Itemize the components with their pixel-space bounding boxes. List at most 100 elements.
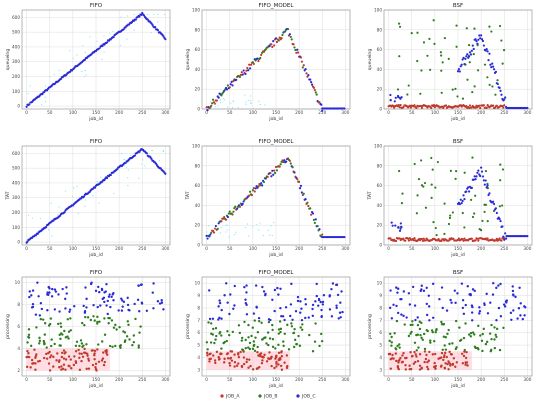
data-point — [460, 338, 463, 342]
data-point — [314, 91, 317, 94]
data-point — [451, 211, 454, 214]
data-point — [485, 47, 488, 51]
data-point — [321, 233, 324, 236]
x-tick-label: 200 — [295, 110, 303, 115]
data-point — [25, 105, 28, 108]
data-point — [259, 103, 261, 106]
data-point — [285, 160, 288, 163]
data-point — [74, 350, 78, 353]
data-point — [133, 13, 135, 16]
data-point — [313, 221, 316, 224]
x-tick-label: 300 — [523, 246, 531, 251]
data-point — [426, 365, 429, 369]
data-point — [50, 202, 52, 204]
data-point — [451, 88, 454, 91]
data-point — [409, 106, 412, 109]
data-point — [209, 101, 211, 103]
y-tick-label: 4 — [197, 355, 200, 360]
data-point — [492, 200, 495, 203]
data-point — [468, 55, 471, 58]
x-tick-label: 0 — [25, 246, 28, 251]
data-point — [443, 367, 447, 370]
chart-panel-7: FIFO 0 50 100 150 200 250 300 2 4 6 8 10 job_id proces… — [5, 270, 171, 389]
data-point — [233, 353, 236, 356]
data-point — [222, 217, 225, 220]
data-point — [473, 333, 476, 336]
data-point — [107, 295, 111, 298]
data-point — [429, 341, 432, 344]
data-point — [432, 221, 435, 224]
data-point — [416, 31, 419, 34]
data-point — [77, 212, 80, 215]
data-point — [389, 289, 392, 292]
data-point — [454, 87, 457, 91]
data-point — [312, 86, 316, 89]
data-point — [241, 348, 244, 351]
data-point — [107, 316, 110, 320]
data-point — [440, 286, 444, 289]
data-point — [127, 323, 130, 327]
data-point — [478, 104, 481, 107]
data-point — [30, 294, 33, 297]
data-point — [206, 231, 208, 233]
x-tick-label: 50 — [409, 246, 415, 251]
y-tick-label: 100 — [374, 8, 382, 13]
data-point — [418, 353, 422, 356]
data-point — [420, 284, 423, 287]
data-point — [432, 104, 436, 107]
data-point — [232, 210, 235, 213]
data-point — [301, 323, 304, 326]
data-point — [516, 317, 519, 320]
data-point — [264, 292, 267, 296]
data-point — [442, 355, 446, 359]
data-point — [433, 339, 436, 343]
legend-label: JOB_A — [225, 394, 240, 400]
data-point — [225, 88, 229, 91]
data-point — [28, 290, 31, 293]
data-point — [249, 364, 252, 368]
data-point — [280, 368, 284, 371]
data-point — [449, 169, 452, 172]
data-point — [283, 361, 286, 364]
data-point — [471, 331, 475, 334]
data-point — [314, 218, 317, 221]
y-tick-label: 100 — [374, 144, 382, 149]
data-point — [294, 48, 297, 52]
data-point — [255, 305, 258, 309]
data-point — [111, 293, 114, 296]
data-point — [398, 106, 401, 109]
data-point — [463, 226, 466, 229]
data-point — [38, 342, 41, 345]
y-axis-label: TAT — [5, 191, 11, 200]
data-point — [484, 179, 487, 182]
data-point — [400, 313, 403, 316]
data-point — [39, 217, 41, 220]
data-point — [254, 284, 258, 287]
data-point — [425, 313, 429, 317]
y-tick-label: 600 — [12, 151, 20, 156]
data-point — [245, 103, 247, 105]
data-point — [127, 185, 129, 187]
y-tick-label: 9 — [379, 293, 382, 298]
x-tick-label: 0 — [205, 110, 208, 115]
x-axis-label: job_id — [450, 252, 465, 258]
data-point — [34, 368, 37, 371]
data-point — [248, 235, 250, 237]
data-point — [478, 306, 481, 309]
data-point — [229, 83, 232, 86]
data-point — [65, 292, 68, 295]
data-point — [84, 205, 86, 207]
data-point — [59, 77, 62, 81]
data-point — [517, 307, 521, 310]
data-point — [496, 79, 499, 82]
data-point — [493, 338, 496, 341]
data-point — [271, 338, 275, 341]
data-point — [268, 357, 271, 361]
data-point — [485, 340, 489, 344]
data-point — [482, 44, 485, 47]
data-point — [343, 235, 346, 239]
data-point — [275, 169, 279, 172]
data-point — [468, 51, 472, 54]
data-point — [293, 338, 297, 342]
data-point — [248, 358, 251, 361]
